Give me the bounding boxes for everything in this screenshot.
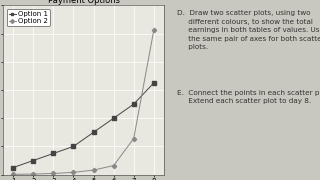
Option 1 xyxy=(52,152,55,154)
Option 2 xyxy=(152,29,156,31)
Line: Option 1: Option 1 xyxy=(12,81,155,169)
Option 1 xyxy=(152,82,156,84)
Option 1 xyxy=(11,166,15,169)
Option 2 xyxy=(11,173,15,175)
Option 2 xyxy=(72,171,76,173)
Option 2 xyxy=(112,165,116,167)
Option 2 xyxy=(52,172,55,175)
Title: Payment Options: Payment Options xyxy=(47,0,119,5)
Option 1 xyxy=(72,145,76,147)
Option 2 xyxy=(132,137,136,140)
Text: D.  Draw two scatter plots, using two
     different colours, to show the total
: D. Draw two scatter plots, using two dif… xyxy=(177,10,320,50)
Legend: Option 1, Option 2: Option 1, Option 2 xyxy=(7,9,50,26)
Line: Option 2: Option 2 xyxy=(12,29,155,176)
Option 1 xyxy=(92,131,95,133)
Option 2 xyxy=(92,169,95,171)
Option 1 xyxy=(112,117,116,119)
Option 1 xyxy=(132,103,136,105)
Text: E.  Connect the points in each scatter plot.
     Extend each scatter plot to da: E. Connect the points in each scatter pl… xyxy=(177,90,320,105)
Option 1 xyxy=(31,159,35,162)
Option 2 xyxy=(31,173,35,175)
